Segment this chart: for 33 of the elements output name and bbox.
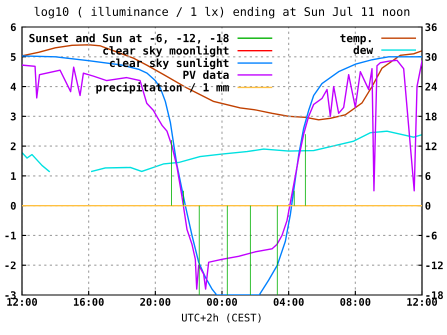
y-tick-label: 4 xyxy=(10,82,16,91)
legend-label: dew xyxy=(354,46,374,54)
y2-tick-label: 12 xyxy=(426,142,436,150)
x-tick-label: 20:00 xyxy=(140,298,170,306)
y2-tick-label: 6 xyxy=(425,172,430,180)
y-tick-label: -2 xyxy=(5,261,16,270)
y2-tick-label: 0 xyxy=(425,202,430,210)
y-tick-label: 2 xyxy=(10,142,16,150)
x-tick-label: 16:00 xyxy=(74,298,104,306)
x-tick-label: 00:00 xyxy=(206,298,238,306)
x-tick-label: 04:00 xyxy=(274,298,304,306)
legend-label: temp. xyxy=(340,34,371,44)
y2-tick-label: 30 xyxy=(425,53,437,61)
y2-tick-label: 18 xyxy=(426,112,437,120)
legend-label: Sunset and Sun at -6, -12, -18 xyxy=(29,34,229,44)
y2-tick-label: 36 xyxy=(425,23,437,32)
y2-tick-label: -12 xyxy=(426,261,443,270)
x-tick-label: 08:00 xyxy=(340,298,370,306)
y-tick-label: -3 xyxy=(5,291,16,300)
x-tick-label: 12:00 xyxy=(407,298,438,306)
y-tick-label: 1 xyxy=(11,172,16,180)
chart-title: log10 ( illuminance / 1 lx) ending at Sun Jul 11 noon xyxy=(34,6,410,18)
y-tick-label: -1 xyxy=(5,232,16,240)
y-tick-label: 0 xyxy=(10,202,16,210)
x-tick-label: 12:00 xyxy=(7,298,38,306)
y-tick-label: 3 xyxy=(10,112,16,120)
legend-label: PV data xyxy=(183,70,229,80)
y2-tick-label: 24 xyxy=(425,82,437,91)
y-tick-label: 6 xyxy=(10,23,16,32)
y-tick-label: 5 xyxy=(10,53,16,61)
y2-tick-label: -6 xyxy=(426,232,437,240)
x-axis-title: UTC+2h (CEST) xyxy=(182,313,261,323)
y2-tick-label: -18 xyxy=(426,291,443,300)
